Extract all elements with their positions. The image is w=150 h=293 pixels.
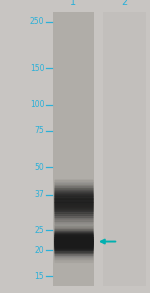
Text: 1: 1 [70, 0, 76, 7]
Text: 15: 15 [35, 272, 44, 281]
Text: 100: 100 [30, 100, 44, 109]
Text: 20: 20 [35, 246, 44, 255]
Text: 25: 25 [35, 226, 44, 234]
Text: 75: 75 [34, 126, 44, 135]
Text: 50: 50 [34, 163, 44, 172]
Text: 2: 2 [121, 0, 128, 7]
Text: 150: 150 [30, 64, 44, 73]
Bar [53, 12, 94, 286]
Bar [103, 12, 146, 286]
Text: 250: 250 [30, 18, 44, 26]
Text: 37: 37 [34, 190, 44, 199]
